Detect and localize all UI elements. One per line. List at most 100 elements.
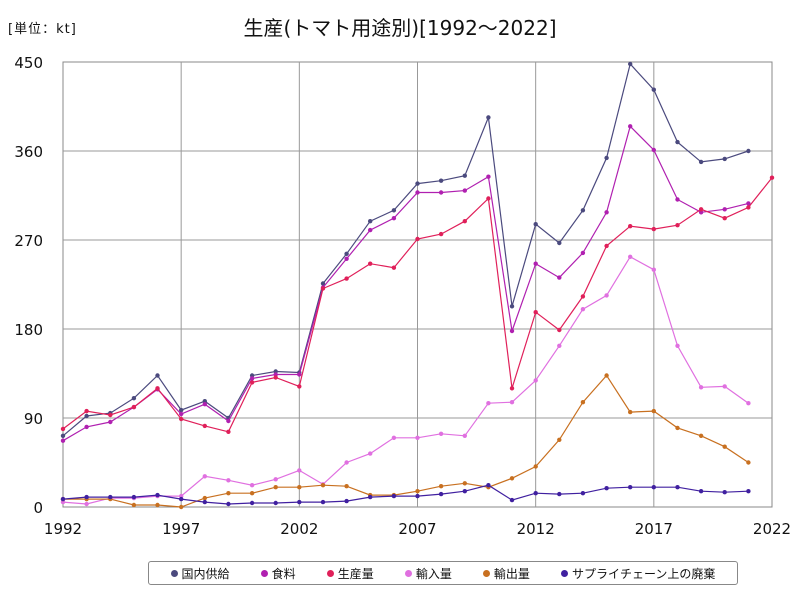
legend-label: サプライチェーン上の廃棄 [572,566,716,581]
data-point [131,502,137,508]
data-point [179,407,184,413]
data-point [675,485,680,490]
data-point [249,483,255,488]
data-point [486,174,491,179]
legend-marker-icon [404,569,412,577]
data-point [604,486,609,491]
legend-item: 食料 [260,565,296,582]
data-point [344,251,349,256]
data-point [368,227,373,233]
data-point [84,413,89,419]
data-point [604,243,609,249]
data-point [675,343,680,348]
data-point [249,380,255,385]
data-point [722,444,727,449]
data-point [249,376,255,381]
data-point [226,418,231,424]
legend-label: 輸入量 [415,566,452,581]
data-point [179,496,184,502]
data-point [651,147,656,153]
data-point [84,408,89,414]
legend-marker-icon [260,569,268,577]
data-point [628,124,633,129]
data-point [651,267,656,272]
data-point [746,201,751,206]
data-point [297,384,302,389]
x-tick-label: 2012 [517,520,555,538]
legend-marker-icon [482,569,490,577]
data-point [368,451,373,456]
data-point [604,210,609,215]
data-point [580,208,586,213]
data-point [320,499,326,505]
data-point [391,265,397,270]
data-point [415,493,420,499]
legend-marker-icon [561,569,568,577]
data-point [226,491,231,496]
data-point [698,207,704,212]
grid [62,61,773,508]
data-point [344,460,349,465]
data-point [675,139,680,145]
legend-marker-icon [170,569,178,577]
data-point [746,205,751,210]
data-point [415,435,420,440]
x-tick-label: 2007 [398,520,436,538]
data-point [533,310,538,315]
data-point [509,400,515,405]
data-point [155,373,160,378]
data-point [60,496,66,502]
series-line [62,484,749,505]
data-point [462,219,467,224]
data-point [60,438,66,443]
data-point [60,426,66,432]
data-point [722,490,727,495]
data-point [273,375,278,380]
data-point [344,498,349,504]
data-point [486,115,491,120]
data-point [509,304,515,309]
series-line [63,374,749,508]
data-point [509,497,515,503]
series [60,483,751,507]
data-point [297,485,302,490]
data-point [391,493,397,499]
data-point [249,491,255,496]
data-point [557,343,562,348]
data-point [557,491,562,497]
y-tick-label: 180 [14,321,43,339]
legend-item: 輸入量 [404,565,452,582]
y-tick-label: 360 [14,143,43,161]
data-point [155,386,160,391]
legend: 国内供給 食料 生産量 輸入量 輸出量 サプライチェーン上の廃棄 [148,561,738,585]
data-point [604,293,609,298]
legend-label: 生産量 [337,566,374,581]
data-point [722,216,727,221]
legend-item: 国内供給 [170,565,230,582]
axes: 0 90 180 270 360 450 1992 1997 2002 2007 2012 2017 2… [14,54,791,538]
data-point [108,419,113,425]
data-point [604,373,609,378]
data-point [698,385,704,390]
data-point [722,207,727,212]
data-point [320,286,326,291]
data-point [628,254,633,259]
data-point [391,208,397,213]
data-point [297,468,302,473]
data-point [580,307,586,312]
data-point [179,504,184,510]
legend-item: 輸出量 [482,565,530,582]
data-point [462,173,467,178]
data-point [533,491,538,496]
data-point [746,489,751,494]
data-point [320,281,326,286]
data-point [675,223,680,228]
data-point [84,494,89,500]
y-tick-label: 270 [14,232,43,250]
data-point [108,494,113,500]
data-point [273,500,278,506]
y-tick-label: 90 [24,410,43,428]
data-point [628,485,633,490]
legend-label: 国内供給 [181,566,230,581]
data-point [84,424,89,430]
